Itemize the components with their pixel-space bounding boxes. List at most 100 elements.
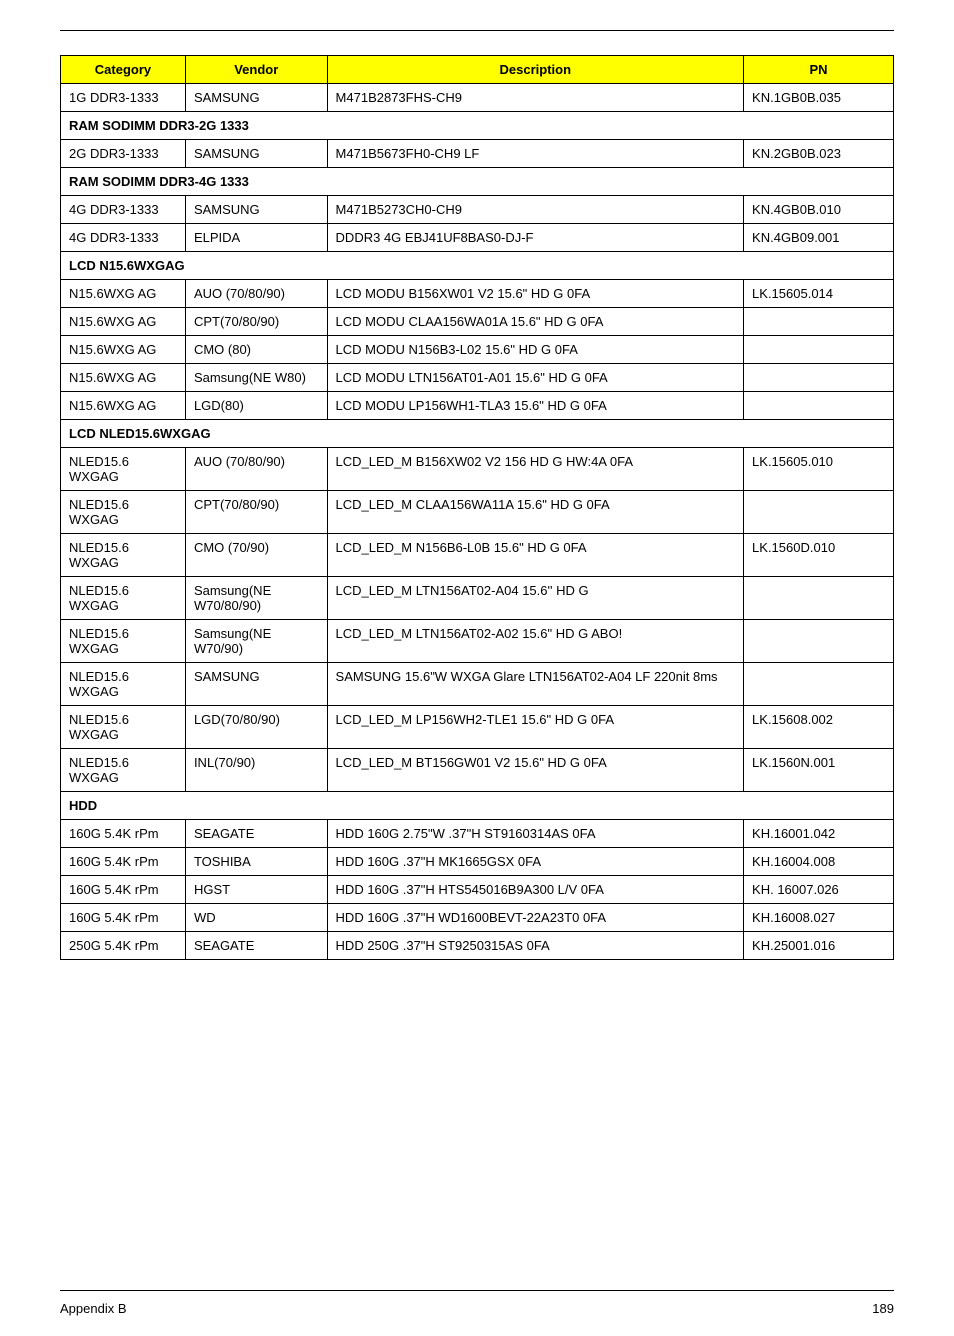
cell-vendor: ELPIDA	[185, 224, 327, 252]
cell-description: LCD_LED_M LTN156AT02-A04 15.6'' HD G	[327, 577, 744, 620]
cell-pn	[744, 577, 894, 620]
cell-pn: LK.1560D.010	[744, 534, 894, 577]
cell-pn	[744, 336, 894, 364]
cell-vendor: SAMSUNG	[185, 84, 327, 112]
cell-description: HDD 160G 2.75"W .37"H ST9160314AS 0FA	[327, 820, 744, 848]
cell-pn	[744, 663, 894, 706]
table-row: NLED15.6 WXGAGSamsung(NE W70/90)LCD_LED_…	[61, 620, 894, 663]
cell-category: NLED15.6 WXGAG	[61, 448, 186, 491]
cell-category: N15.6WXG AG	[61, 392, 186, 420]
cell-vendor: Samsung(NE W70/90)	[185, 620, 327, 663]
cell-vendor: CPT(70/80/90)	[185, 308, 327, 336]
cell-category: 160G 5.4K rPm	[61, 904, 186, 932]
cell-vendor: AUO (70/80/90)	[185, 280, 327, 308]
parts-table: CategoryVendorDescriptionPN 1G DDR3-1333…	[60, 55, 894, 960]
table-row: 160G 5.4K rPmHGSTHDD 160G .37"H HTS54501…	[61, 876, 894, 904]
cell-pn	[744, 308, 894, 336]
cell-vendor: CMO (70/90)	[185, 534, 327, 577]
table-row: NLED15.6 WXGAGSamsung(NE W70/80/90)LCD_L…	[61, 577, 894, 620]
cell-vendor: SAMSUNG	[185, 196, 327, 224]
cell-vendor: WD	[185, 904, 327, 932]
section-row: RAM SODIMM DDR3-4G 1333	[61, 168, 894, 196]
table-row: NLED15.6 WXGAGINL(70/90)LCD_LED_M BT156G…	[61, 749, 894, 792]
cell-category: N15.6WXG AG	[61, 280, 186, 308]
footer-right: 189	[872, 1301, 894, 1316]
cell-vendor: SEAGATE	[185, 820, 327, 848]
cell-pn	[744, 364, 894, 392]
cell-pn	[744, 491, 894, 534]
cell-description: LCD MODU B156XW01 V2 15.6" HD G 0FA	[327, 280, 744, 308]
cell-vendor: SAMSUNG	[185, 663, 327, 706]
page: CategoryVendorDescriptionPN 1G DDR3-1333…	[0, 0, 954, 1336]
cell-pn: KN.4GB09.001	[744, 224, 894, 252]
cell-description: LCD MODU CLAA156WA01A 15.6" HD G 0FA	[327, 308, 744, 336]
table-row: N15.6WXG AGCPT(70/80/90)LCD MODU CLAA156…	[61, 308, 894, 336]
cell-description: LCD MODU N156B3-L02 15.6" HD G 0FA	[327, 336, 744, 364]
footer: Appendix B 189	[60, 1250, 894, 1316]
cell-category: 2G DDR3-1333	[61, 140, 186, 168]
cell-description: HDD 160G .37"H MK1665GSX 0FA	[327, 848, 744, 876]
header-description: Description	[327, 56, 744, 84]
table-row: 1G DDR3-1333SAMSUNGM471B2873FHS-CH9KN.1G…	[61, 84, 894, 112]
footer-left: Appendix B	[60, 1301, 127, 1316]
cell-description: HDD 160G .37"H WD1600BEVT-22A23T0 0FA	[327, 904, 744, 932]
cell-pn	[744, 620, 894, 663]
cell-category: NLED15.6 WXGAG	[61, 491, 186, 534]
cell-description: LCD MODU LTN156AT01-A01 15.6" HD G 0FA	[327, 364, 744, 392]
section-label: RAM SODIMM DDR3-4G 1333	[61, 168, 894, 196]
cell-pn: KH.16004.008	[744, 848, 894, 876]
cell-category: 1G DDR3-1333	[61, 84, 186, 112]
cell-category: 250G 5.4K rPm	[61, 932, 186, 960]
cell-pn: KN.4GB0B.010	[744, 196, 894, 224]
cell-description: LCD_LED_M LTN156AT02-A02 15.6" HD G ABO!	[327, 620, 744, 663]
section-label: RAM SODIMM DDR3-2G 1333	[61, 112, 894, 140]
header-category: Category	[61, 56, 186, 84]
cell-pn: KH.16001.042	[744, 820, 894, 848]
section-label: LCD NLED15.6WXGAG	[61, 420, 894, 448]
table-row: N15.6WXG AGAUO (70/80/90)LCD MODU B156XW…	[61, 280, 894, 308]
cell-category: NLED15.6 WXGAG	[61, 577, 186, 620]
cell-description: DDDR3 4G EBJ41UF8BAS0-DJ-F	[327, 224, 744, 252]
cell-vendor: LGD(70/80/90)	[185, 706, 327, 749]
table-body: 1G DDR3-1333SAMSUNGM471B2873FHS-CH9KN.1G…	[61, 84, 894, 960]
table-head: CategoryVendorDescriptionPN	[61, 56, 894, 84]
cell-vendor: CPT(70/80/90)	[185, 491, 327, 534]
cell-description: LCD_LED_M LP156WH2-TLE1 15.6" HD G 0FA	[327, 706, 744, 749]
table-row: 4G DDR3-1333SAMSUNGM471B5273CH0-CH9KN.4G…	[61, 196, 894, 224]
table-row: 160G 5.4K rPmWDHDD 160G .37"H WD1600BEVT…	[61, 904, 894, 932]
table-row: 250G 5.4K rPmSEAGATEHDD 250G .37"H ST925…	[61, 932, 894, 960]
cell-pn: KH. 16007.026	[744, 876, 894, 904]
cell-category: NLED15.6 WXGAG	[61, 620, 186, 663]
cell-description: LCD_LED_M BT156GW01 V2 15.6" HD G 0FA	[327, 749, 744, 792]
cell-vendor: LGD(80)	[185, 392, 327, 420]
cell-pn: KN.1GB0B.035	[744, 84, 894, 112]
cell-category: N15.6WXG AG	[61, 308, 186, 336]
cell-category: 160G 5.4K rPm	[61, 848, 186, 876]
cell-category: NLED15.6 WXGAG	[61, 534, 186, 577]
cell-category: NLED15.6 WXGAG	[61, 706, 186, 749]
cell-description: LCD MODU LP156WH1-TLA3 15.6" HD G 0FA	[327, 392, 744, 420]
section-row: RAM SODIMM DDR3-2G 1333	[61, 112, 894, 140]
table-row: NLED15.6 WXGAGAUO (70/80/90)LCD_LED_M B1…	[61, 448, 894, 491]
table-row: 4G DDR3-1333ELPIDADDDR3 4G EBJ41UF8BAS0-…	[61, 224, 894, 252]
cell-category: 4G DDR3-1333	[61, 196, 186, 224]
table-row: NLED15.6 WXGAGCPT(70/80/90)LCD_LED_M CLA…	[61, 491, 894, 534]
cell-category: N15.6WXG AG	[61, 336, 186, 364]
section-row: HDD	[61, 792, 894, 820]
cell-category: NLED15.6 WXGAG	[61, 663, 186, 706]
footer-text: Appendix B 189	[60, 1301, 894, 1316]
cell-description: HDD 250G .37"H ST9250315AS 0FA	[327, 932, 744, 960]
cell-pn: KH.25001.016	[744, 932, 894, 960]
cell-pn: LK.15605.014	[744, 280, 894, 308]
section-label: LCD N15.6WXGAG	[61, 252, 894, 280]
table-row: 160G 5.4K rPmTOSHIBAHDD 160G .37"H MK166…	[61, 848, 894, 876]
cell-vendor: SAMSUNG	[185, 140, 327, 168]
cell-category: 160G 5.4K rPm	[61, 820, 186, 848]
section-row: LCD NLED15.6WXGAG	[61, 420, 894, 448]
cell-description: LCD_LED_M CLAA156WA11A 15.6" HD G 0FA	[327, 491, 744, 534]
table-row: NLED15.6 WXGAGSAMSUNGSAMSUNG 15.6"W WXGA…	[61, 663, 894, 706]
table-row: NLED15.6 WXGAGLGD(70/80/90)LCD_LED_M LP1…	[61, 706, 894, 749]
cell-pn: LK.15605.010	[744, 448, 894, 491]
cell-vendor: Samsung(NE W80)	[185, 364, 327, 392]
footer-rule	[60, 1290, 894, 1291]
